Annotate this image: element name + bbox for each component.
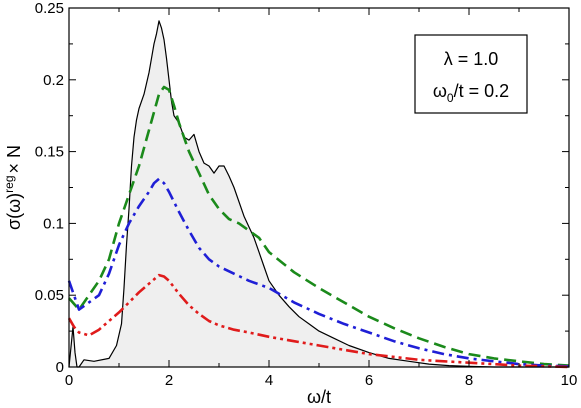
annotation-omega-rest: /t = 0.2 [454,81,510,101]
y-axis-label-suffix: × N [4,145,24,174]
y-tick-label: 0.2 [43,72,64,89]
annotation-box: λ = 1.0 ω0/t = 0.2 [414,34,528,114]
y-tick-label: 0.1 [43,215,64,232]
series-2-line [67,177,570,368]
series-0-line [68,20,569,368]
y-axis-label-base: σ(ω) [4,193,24,230]
series-0-area [69,20,569,368]
series-3-line [67,273,570,369]
series-layer [67,20,570,369]
x-tick-label: 6 [365,372,373,389]
annotation-omega-symbol: ω [433,81,447,101]
y-tick-label: 0.15 [35,144,64,161]
annotation-box-frame [414,34,528,114]
x-tick-label: 4 [265,372,273,389]
series-1-line [68,85,570,367]
y-tick-label: 0.25 [35,0,64,17]
x-tick-label: 2 [165,372,173,389]
y-axis-label-superscript: reg [2,176,16,193]
axis-ticks: 0 2 4 6 8 10 0 0.05 0.1 0.15 0.2 0.25 [35,0,578,389]
x-tick-label: 10 [561,372,578,389]
x-tick-label: 0 [65,372,73,389]
annotation-omega0: ω0/t = 0.2 [433,81,509,105]
annotation-lambda: λ = 1.0 [444,49,499,69]
y-tick-label: 0.05 [35,287,64,304]
x-tick-label: 8 [465,372,473,389]
annotation-omega-subscript: 0 [447,91,454,105]
y-tick-label: 0 [56,359,64,376]
y-axis-label: σ(ω)reg × N [2,145,24,230]
x-axis-label: ω/t [307,387,331,407]
